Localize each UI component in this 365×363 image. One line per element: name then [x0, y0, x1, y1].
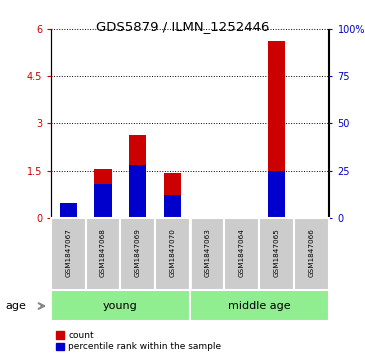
Text: GDS5879 / ILMN_1252446: GDS5879 / ILMN_1252446 [96, 20, 269, 33]
Text: GSM1847064: GSM1847064 [239, 228, 245, 277]
Bar [95, 169, 112, 218]
Text: age: age [5, 301, 26, 311]
Text: GSM1847070: GSM1847070 [169, 228, 176, 277]
Bar [51, 218, 86, 290]
Bar [233, 217, 250, 218]
Bar [95, 184, 112, 218]
Bar [190, 218, 224, 290]
Bar [60, 214, 77, 218]
Bar [259, 218, 294, 290]
Bar [51, 290, 190, 321]
Legend: count, percentile rank within the sample: count, percentile rank within the sample [55, 331, 222, 351]
Bar [190, 290, 328, 321]
Bar [268, 171, 285, 218]
Bar [129, 135, 146, 218]
Bar [164, 173, 181, 218]
Text: GSM1847065: GSM1847065 [273, 228, 280, 277]
Text: young: young [103, 301, 138, 311]
Text: GSM1847068: GSM1847068 [100, 228, 106, 277]
Text: GSM1847069: GSM1847069 [135, 228, 141, 277]
Text: middle age: middle age [228, 301, 291, 311]
Text: GSM1847067: GSM1847067 [65, 228, 72, 277]
Bar [164, 195, 181, 218]
Text: GSM1847063: GSM1847063 [204, 228, 210, 277]
Bar [303, 217, 320, 218]
Bar [129, 165, 146, 218]
Bar [60, 203, 77, 218]
Bar [155, 218, 190, 290]
Bar [86, 218, 120, 290]
Text: GSM1847066: GSM1847066 [308, 228, 314, 277]
Bar [268, 41, 285, 218]
Bar [294, 218, 329, 290]
Bar [120, 218, 155, 290]
Bar [224, 218, 259, 290]
